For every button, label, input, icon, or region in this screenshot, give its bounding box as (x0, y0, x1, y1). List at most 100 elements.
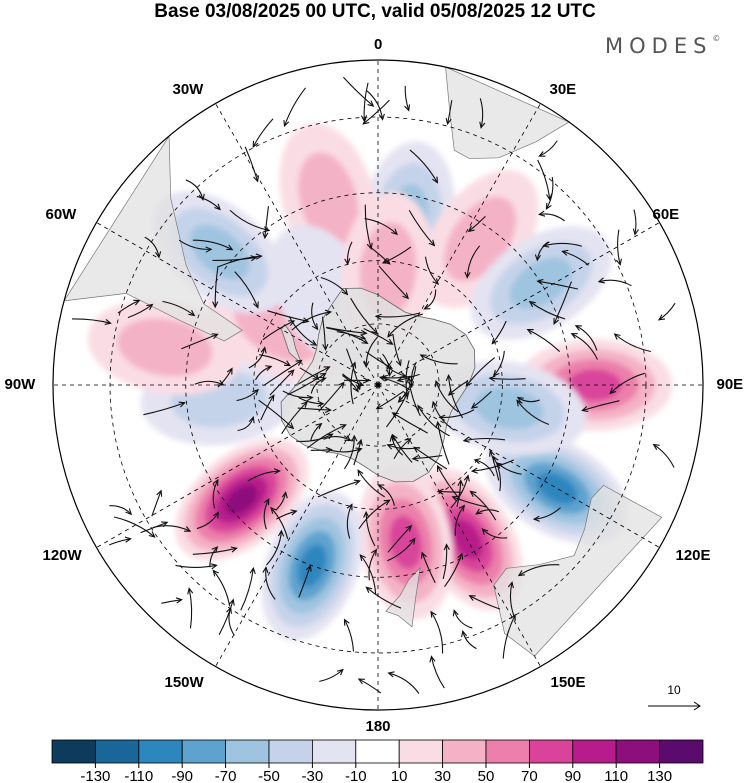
streamline-arrow (465, 357, 496, 387)
streamline-path (516, 400, 550, 426)
streamline-path (263, 360, 302, 387)
arrow-head (429, 655, 436, 663)
streamline-arrow (561, 249, 589, 266)
arrow-head (213, 511, 220, 519)
colorbar-swatch (95, 739, 140, 764)
streamline-path (517, 397, 540, 403)
arrow-head (263, 498, 270, 506)
streamline-arrow (344, 241, 353, 266)
streamline-path (375, 312, 420, 318)
arrow-head (419, 354, 427, 361)
arrow-head (343, 618, 350, 626)
streamline-path (430, 656, 445, 689)
streamline-path (365, 336, 379, 367)
streamline-arrow (609, 372, 645, 395)
streamline-path (255, 365, 272, 381)
arrow-head (290, 509, 298, 516)
streamline-arrow (363, 327, 394, 345)
streamline-arrow (456, 479, 464, 507)
streamline-arrow (382, 353, 393, 378)
streamline-path (144, 236, 160, 258)
streamline-path (275, 492, 287, 511)
streamline-arrow (632, 209, 639, 236)
streamline-path (489, 450, 500, 481)
streamline-path (471, 390, 492, 409)
streamline-path (527, 329, 561, 352)
arrow-head (353, 479, 361, 486)
streamline-path (553, 281, 572, 325)
streamline-path (295, 433, 333, 442)
streamline-path (109, 505, 132, 515)
arrow-head (492, 369, 500, 377)
streamline-arrow (161, 597, 183, 604)
longitude-label: 150E (550, 674, 586, 691)
streamline-arrow (447, 380, 469, 396)
streamline-arrow (481, 528, 508, 539)
streamline-arrow (421, 551, 436, 584)
arrow-head (473, 458, 481, 465)
meridian-line (215, 384, 379, 667)
streamline-arrow (127, 303, 154, 319)
arrow-head (434, 379, 441, 388)
streamline-path (260, 394, 275, 421)
arrow-head (288, 320, 296, 326)
streamline-path (281, 401, 308, 435)
continent-outline (493, 484, 663, 657)
longitude-label: 120E (675, 547, 711, 564)
streamline-path (346, 504, 353, 539)
streamline-arrow (488, 375, 526, 382)
arrow-head (517, 570, 525, 577)
streamline-arrow (319, 668, 344, 682)
streamline-path (571, 333, 599, 360)
streamline-arrow (298, 397, 325, 407)
streamline-arrow (479, 98, 486, 129)
streamline-path (424, 256, 439, 285)
arrow-head (344, 258, 351, 266)
streamline-path (311, 302, 319, 330)
reference-vector-label: 10 (667, 683, 681, 697)
arrow-head (324, 309, 333, 316)
streamline-path (321, 316, 327, 350)
streamline-path (417, 405, 450, 437)
arrow-head (386, 443, 394, 450)
meridian-line (96, 384, 379, 548)
streamline-arrow (470, 459, 515, 474)
colorbar-tick-label: -10 (345, 768, 367, 783)
streamline-path (474, 459, 495, 477)
arrow-head (260, 346, 267, 354)
streamline-path (472, 459, 515, 472)
longitude-label: 0 (374, 36, 383, 53)
arrow-head (445, 374, 452, 382)
streamline-arrow (311, 302, 319, 331)
streamline-path (218, 599, 234, 635)
streamline-path (614, 333, 651, 353)
streamline-arrow (310, 376, 327, 394)
arrow-head (133, 299, 141, 306)
streamline-arrow (657, 302, 676, 321)
arrow-head (214, 203, 221, 211)
arrow-head (396, 376, 404, 383)
arrow-head (250, 255, 258, 262)
streamline-path (387, 525, 412, 553)
streamline-path (408, 377, 421, 417)
streamline-arrow (404, 85, 411, 112)
streamline-path (382, 246, 412, 264)
streamline-path (196, 195, 221, 210)
streamline-path (424, 289, 437, 310)
anomaly-band (536, 472, 578, 505)
streamline-arrow (269, 369, 295, 396)
arrow-head (212, 301, 219, 309)
streamline-arrow (320, 276, 349, 296)
arrow-head (310, 339, 318, 346)
arrow-head (458, 504, 466, 512)
colorbar-swatch (529, 739, 574, 764)
streamline-arrow (212, 265, 219, 309)
streamline-arrow (287, 372, 327, 396)
arrow-head (613, 333, 621, 340)
streamline-path (653, 444, 675, 468)
streamline-arrow (491, 320, 507, 345)
streamline-path (358, 499, 390, 530)
streamline-arrow (252, 118, 274, 148)
arrow-head (148, 531, 156, 538)
streamline-path (353, 439, 362, 466)
